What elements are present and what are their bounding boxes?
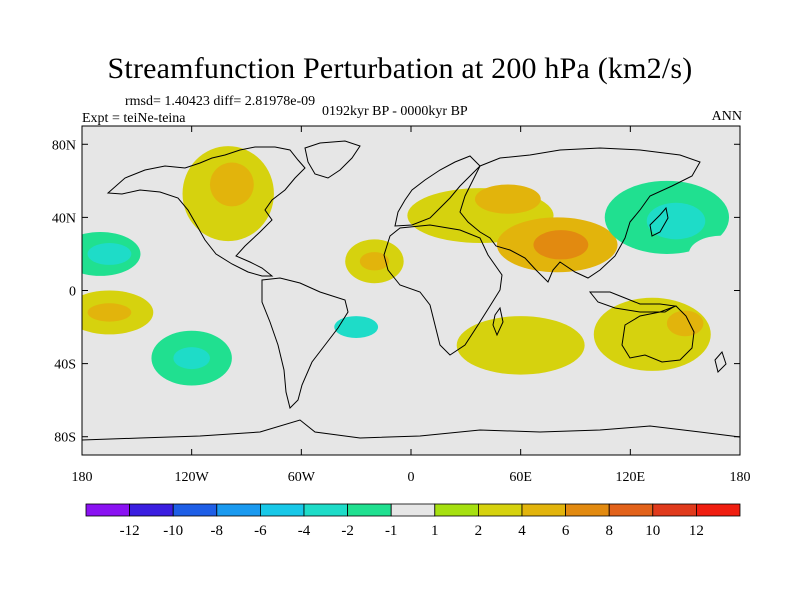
x-tick-label-3: 0 xyxy=(408,470,415,485)
anomaly-region-7 xyxy=(82,158,141,240)
coastline-madagascar xyxy=(492,306,504,337)
coastline-layer xyxy=(82,140,740,441)
colorbar-label-3: -6 xyxy=(254,523,267,539)
period-line: 0192kyr BP - 0000kyr BP xyxy=(322,104,468,119)
anomaly-region-9 xyxy=(87,242,132,265)
y-tick-label-3: 40S xyxy=(54,358,76,373)
anomaly-region-1 xyxy=(474,184,541,214)
colorbar-swatch-12 xyxy=(608,503,654,517)
anomaly-region-24 xyxy=(473,407,518,423)
anomaly-region-3 xyxy=(533,230,589,260)
coastline-australia xyxy=(621,305,695,363)
season-label: ANN xyxy=(711,109,742,124)
colorbar-swatch-8 xyxy=(434,503,479,517)
colorbar-label-11: 8 xyxy=(605,523,613,539)
colorbar-label-9: 4 xyxy=(518,523,526,539)
y-tick-label-2: 0 xyxy=(69,285,76,300)
x-tick-label-5: 120E xyxy=(616,470,646,485)
x-tick-label-1: 120W xyxy=(175,470,210,485)
anomaly-region-6 xyxy=(325,158,388,211)
colorbar-label-2: -8 xyxy=(211,523,224,539)
colorbar-label-6: -1 xyxy=(385,523,398,539)
colorbar-swatch-4 xyxy=(259,503,305,517)
stats-line: rmsd= 1.40423 diff= 2.81978e-09 xyxy=(125,94,316,109)
colorbar-swatch-5 xyxy=(303,503,348,517)
anomaly-region-20 xyxy=(666,310,704,337)
coastline-north-america xyxy=(106,146,306,277)
coastline-japan xyxy=(649,206,669,237)
x-tick-label-0: 180 xyxy=(72,470,93,485)
anomaly-region-15 xyxy=(334,316,379,339)
anomaly-region-11 xyxy=(359,252,390,271)
y-tick-label-4: 80S xyxy=(54,431,76,446)
anomaly-region-23 xyxy=(688,235,740,273)
x-tick-label-6: 180 xyxy=(730,470,751,485)
axis-ticks: 180 120W 60W 0 60E 120E 180 80N 40N 0 40S 80S xyxy=(52,126,751,485)
colorbar-label-0: -12 xyxy=(120,523,140,539)
x-tick-label-2: 60W xyxy=(288,470,316,485)
colorbar-label-4: -4 xyxy=(298,523,311,539)
y-tick-label-1: 40N xyxy=(52,211,76,226)
colorbar-swatch-11 xyxy=(565,503,610,517)
colorbar-swatch-9 xyxy=(477,503,523,517)
coastline-africa xyxy=(383,224,503,356)
anomaly-region-17 xyxy=(173,347,210,370)
colorbar-swatch-7 xyxy=(390,503,436,517)
experiment-line: Expt = teiNe-teina xyxy=(82,111,186,126)
colorbar-label-10: 6 xyxy=(562,523,570,539)
colorbar-label-12: 10 xyxy=(645,523,660,539)
colorbar: -12 -10 -8 -6 -4 -2 -1 1 2 4 6 8 10 12 xyxy=(85,503,741,539)
colorbar-swatch-10 xyxy=(521,503,566,517)
anomaly-region-5 xyxy=(209,162,254,207)
coastline-south-america xyxy=(261,277,349,409)
y-tick-label-0: 80N xyxy=(52,138,76,153)
anomaly-region-18 xyxy=(456,316,585,375)
colorbar-swatch-2 xyxy=(172,503,218,517)
colorbar-swatch-6 xyxy=(347,503,392,517)
coastline-antarctica xyxy=(82,419,740,441)
colorbar-swatch-3 xyxy=(216,503,261,517)
anomaly-region-13 xyxy=(87,303,132,322)
coastline-greenland xyxy=(304,140,361,179)
coastline-asia xyxy=(459,147,701,283)
colorbar-label-1: -10 xyxy=(163,523,183,539)
colorbar-label-8: 2 xyxy=(475,523,483,539)
chart-title: Streamfunction Perturbation at 200 hPa (… xyxy=(107,52,693,85)
anomaly-layer xyxy=(82,146,740,423)
coastline-europe xyxy=(394,155,481,227)
colorbar-swatch-0 xyxy=(85,503,130,517)
map-background xyxy=(82,126,740,455)
colorbar-swatch-13 xyxy=(652,503,697,517)
colorbar-swatch-1 xyxy=(129,503,174,517)
coastline-new-zealand xyxy=(714,351,727,373)
colorbar-label-13: 12 xyxy=(689,523,704,539)
colorbar-label-5: -2 xyxy=(341,523,354,539)
colorbar-swatch-14 xyxy=(696,503,741,517)
x-tick-label-4: 60E xyxy=(509,470,532,485)
colorbar-label-7: 1 xyxy=(431,523,439,539)
